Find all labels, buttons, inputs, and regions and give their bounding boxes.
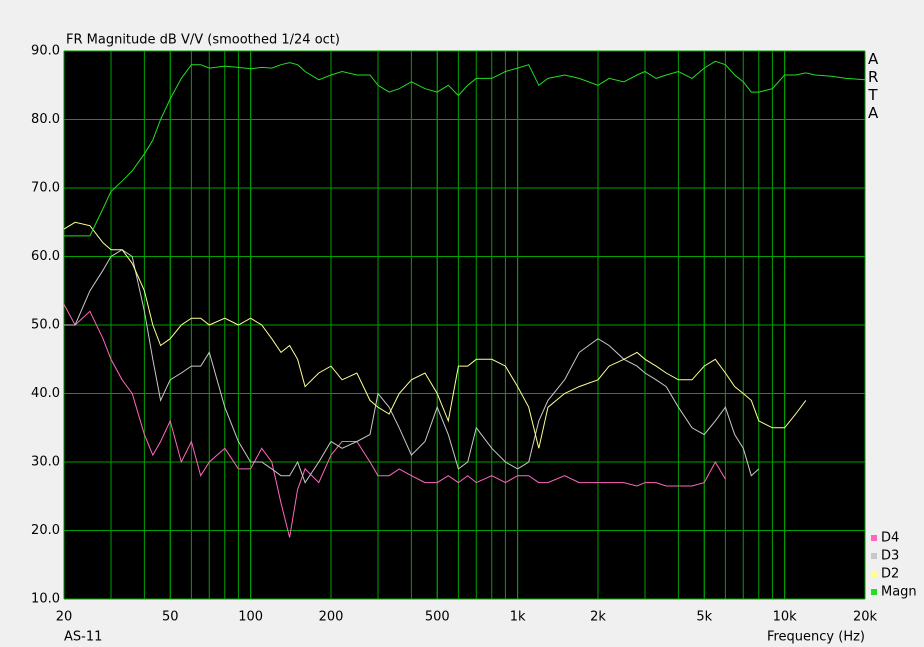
series-line [64,249,760,484]
legend-label: Magn [881,585,917,600]
x-tick-label: 200 [319,610,344,625]
annotation: AS-11 [64,630,102,645]
y-tick-label: 20.0 [31,523,60,538]
legend-label: D4 [881,531,899,546]
legend-swatch [871,589,877,595]
chart-title: FR Magnitude dB V/V (smoothed 1/24 oct) [66,33,340,48]
y-tick-label: 60.0 [31,249,60,264]
x-tick-label: 1k [510,610,526,625]
legend-swatch [871,571,877,577]
watermark: ARTA [868,50,879,122]
y-tick-label: 70.0 [31,181,60,196]
series-line [63,221,807,449]
y-tick-label: 40.0 [31,386,60,401]
x-axis-label: Frequency (Hz) [767,630,865,645]
legend-label: D2 [881,567,899,582]
x-tick-label: 20 [56,610,73,625]
x-tick-label: 20k [853,610,878,625]
legend-swatch [871,553,877,559]
x-tick-label: 5k [696,610,712,625]
x-tick-label: 10k [773,610,798,625]
x-tick-label: 500 [425,610,450,625]
legend-swatch [871,535,877,541]
series-line [64,60,866,237]
series-line [63,304,726,538]
x-tick-label: 100 [238,610,263,625]
x-tick-label: 50 [162,610,179,625]
y-tick-label: 30.0 [31,455,60,470]
x-tick-label: 2k [590,610,606,625]
legend-label: D3 [881,549,899,564]
y-tick-label: 80.0 [31,112,60,127]
y-tick-label: 10.0 [31,592,60,607]
y-tick-label: 50.0 [31,318,60,333]
y-tick-label: 90.0 [31,44,60,59]
